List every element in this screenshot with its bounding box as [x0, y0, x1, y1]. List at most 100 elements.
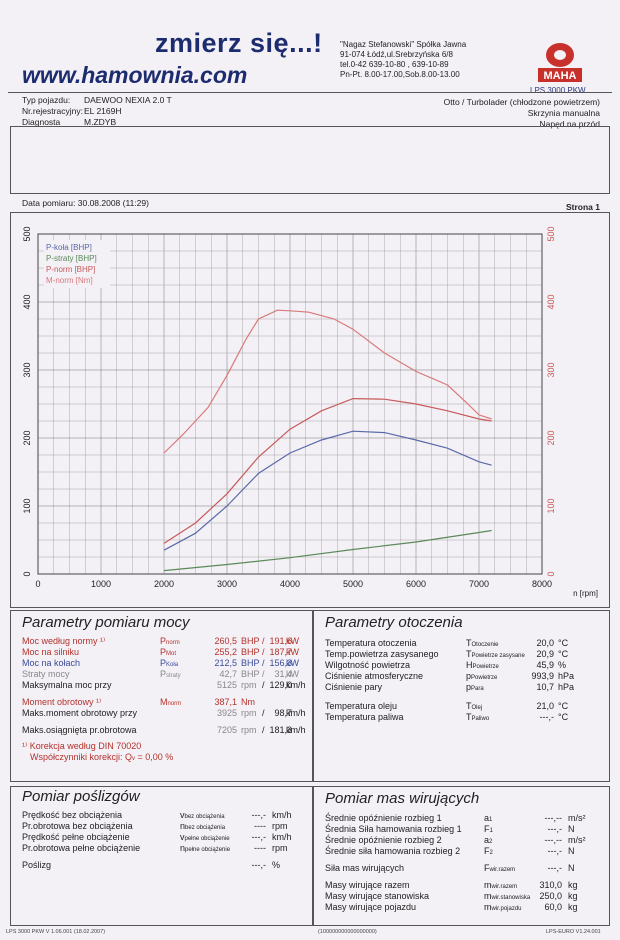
param-separator: / — [262, 680, 265, 690]
chart-frame — [10, 212, 610, 608]
slip-label: Prędkość bez obciążenia — [22, 810, 123, 820]
mass-unit: kg — [568, 891, 578, 901]
row-symbol: PKoła — [160, 658, 179, 668]
slip-value: ---- — [254, 843, 266, 853]
mass-unit: kg — [568, 880, 578, 890]
ambient-params-title: Parametry otoczenia — [325, 614, 463, 631]
row-symbol: nbez obciążenia — [180, 821, 226, 831]
param-value-1: 42,7 — [219, 669, 237, 679]
vehicle-row: Nr.rejestracyjny:EL 2169H — [22, 106, 122, 116]
param-value-2: 98,7 — [274, 708, 292, 718]
slip-label: Prędkość pełne obciążenie — [22, 832, 130, 842]
series-line-1 — [163, 430, 492, 551]
row-symbol: TOtoczenie — [466, 638, 499, 648]
mass-value: ---,- — [547, 846, 563, 856]
y-tick-label-right: 400 — [546, 294, 556, 309]
y-tick-label-right: 300 — [546, 362, 556, 377]
x-tick-label: 8000 — [532, 579, 552, 589]
header-divider — [8, 92, 612, 93]
row-symbol: vbez obciążenia — [180, 810, 225, 820]
logo-text: MAHA — [544, 70, 577, 82]
legend-entry: P-koła [BHP] — [46, 243, 92, 252]
dyno-model: LPS 3000 PKW — [530, 86, 586, 95]
correction-factors: Współczynniki korekcji: Qv = 0,00 % — [30, 752, 174, 762]
vehicle-row: Typ pojazdu: DAEWOO NEXIA 2.0 T — [22, 95, 172, 105]
row-symbol: npełne obciążenie — [180, 843, 231, 853]
mass-unit: N — [568, 863, 575, 873]
slip-unit: km/h — [272, 832, 292, 842]
ambient-label: Temperatura otoczenia — [325, 638, 417, 648]
website-url[interactable]: www.hamownia.com — [22, 62, 248, 88]
slip-value: ---- — [254, 821, 266, 831]
param-unit-2: kW — [286, 647, 299, 657]
slip-unit: rpm — [272, 821, 288, 831]
ambient-value: 993,9 — [531, 671, 554, 681]
row-symbol: mwir.pojazdu — [484, 902, 522, 912]
mass-label: Masy wirujące stanowiska — [325, 891, 430, 901]
notes-box — [10, 126, 610, 194]
power-params-box — [10, 610, 313, 782]
slip-title: Pomiar poślizgów — [22, 788, 140, 805]
slip-unit: rpm — [272, 843, 288, 853]
ambient-label: Ciśnienie pary — [325, 682, 383, 692]
param-unit-1: BHP — [241, 669, 260, 679]
param-separator: / — [262, 647, 265, 657]
param-value-1: 3925 — [216, 708, 237, 718]
ambient-params-box — [313, 610, 610, 782]
slip-value: ---,- — [251, 860, 267, 870]
engine-info: Otto / Turbolader (chłodzone powietrzem)… — [444, 97, 600, 130]
row-symbol: F1 — [484, 824, 493, 834]
slip-label: Pr.obrotowa pełne obciążenie — [22, 843, 141, 853]
x-axis-label: n [rpm] — [573, 589, 598, 598]
ambient-value: 20,9 — [536, 649, 554, 659]
ambient-label: Wilgotność powietrza — [325, 660, 411, 670]
row-symbol: Fwir.razem — [484, 863, 516, 873]
engine-type: Otto / Turbolader (chłodzone powietrzem) — [443, 97, 600, 107]
row-symbol: TOlej — [466, 701, 483, 711]
mass-label: Średnie opóźnienie rozbieg 1 — [325, 813, 442, 823]
ambient-label: Temp.powietrza zasysanego — [325, 649, 439, 659]
param-unit-1: BHP — [241, 658, 260, 668]
ambient-value: 10,7 — [536, 682, 554, 692]
param-label: Maks.osiągnięta pr.obrotowa — [22, 725, 137, 735]
mass-label: Masy wirujące pojazdu — [325, 902, 417, 912]
mass-label: Średnie siła hamowania rozbieg 2 — [325, 846, 461, 856]
row-symbol: Pnorm — [160, 636, 180, 646]
y-tick-label-left: 200 — [22, 430, 32, 445]
legend-entry: M-norm [Nm] — [46, 276, 93, 285]
row-symbol: vpełne obciążenie — [180, 832, 230, 842]
mass-unit: kg — [568, 902, 578, 912]
x-tick-label: 4000 — [280, 579, 300, 589]
param-value-2: 129,0 — [269, 680, 292, 690]
correction-note: ¹⁾ Korekcja według DIN 70020 — [22, 741, 142, 751]
mass-label: Średnie opóźnienie rozbieg 2 — [325, 835, 442, 845]
row-symbol: TPowietrze zasysane — [466, 649, 525, 659]
ambient-label: Temperatura oleju — [325, 701, 398, 711]
param-unit-2: kW — [286, 658, 299, 668]
x-tick-label: 1000 — [91, 579, 111, 589]
ambient-unit: % — [558, 660, 567, 670]
param-label: Maks.moment obrotowy przy — [22, 708, 138, 718]
y-tick-label-right: 500 — [546, 226, 556, 241]
row-symbol: PMot — [160, 647, 177, 657]
param-value-1: 260,5 — [214, 636, 237, 646]
y-tick-label-left: 500 — [22, 226, 32, 241]
company-address: "Nagaz Stefanowski" Spółka Jawna 91-074 … — [340, 40, 466, 80]
slip-label: Poślizg — [22, 860, 52, 870]
footer-right: LPS-EURO V1.24.001 — [546, 929, 601, 935]
row-symbol: TPaliwo — [466, 712, 490, 722]
param-unit-2: km/h — [286, 708, 306, 718]
ambient-unit: hPa — [558, 682, 575, 692]
param-unit-1: BHP — [241, 636, 260, 646]
param-separator: / — [262, 725, 265, 735]
slip-box — [10, 786, 313, 926]
row-symbol: HPowietrze — [466, 660, 499, 670]
y-tick-label-right: 0 — [546, 571, 556, 576]
vehicle-row: Diagnosta M.ZDYB — [22, 117, 117, 127]
row-symbol: pPara — [466, 682, 484, 692]
slogan-title: zmierz się...! — [155, 28, 323, 58]
param-separator: / — [262, 658, 265, 668]
param-value-1: 212,5 — [214, 658, 237, 668]
row-symbol: mwir.razem — [484, 880, 518, 890]
